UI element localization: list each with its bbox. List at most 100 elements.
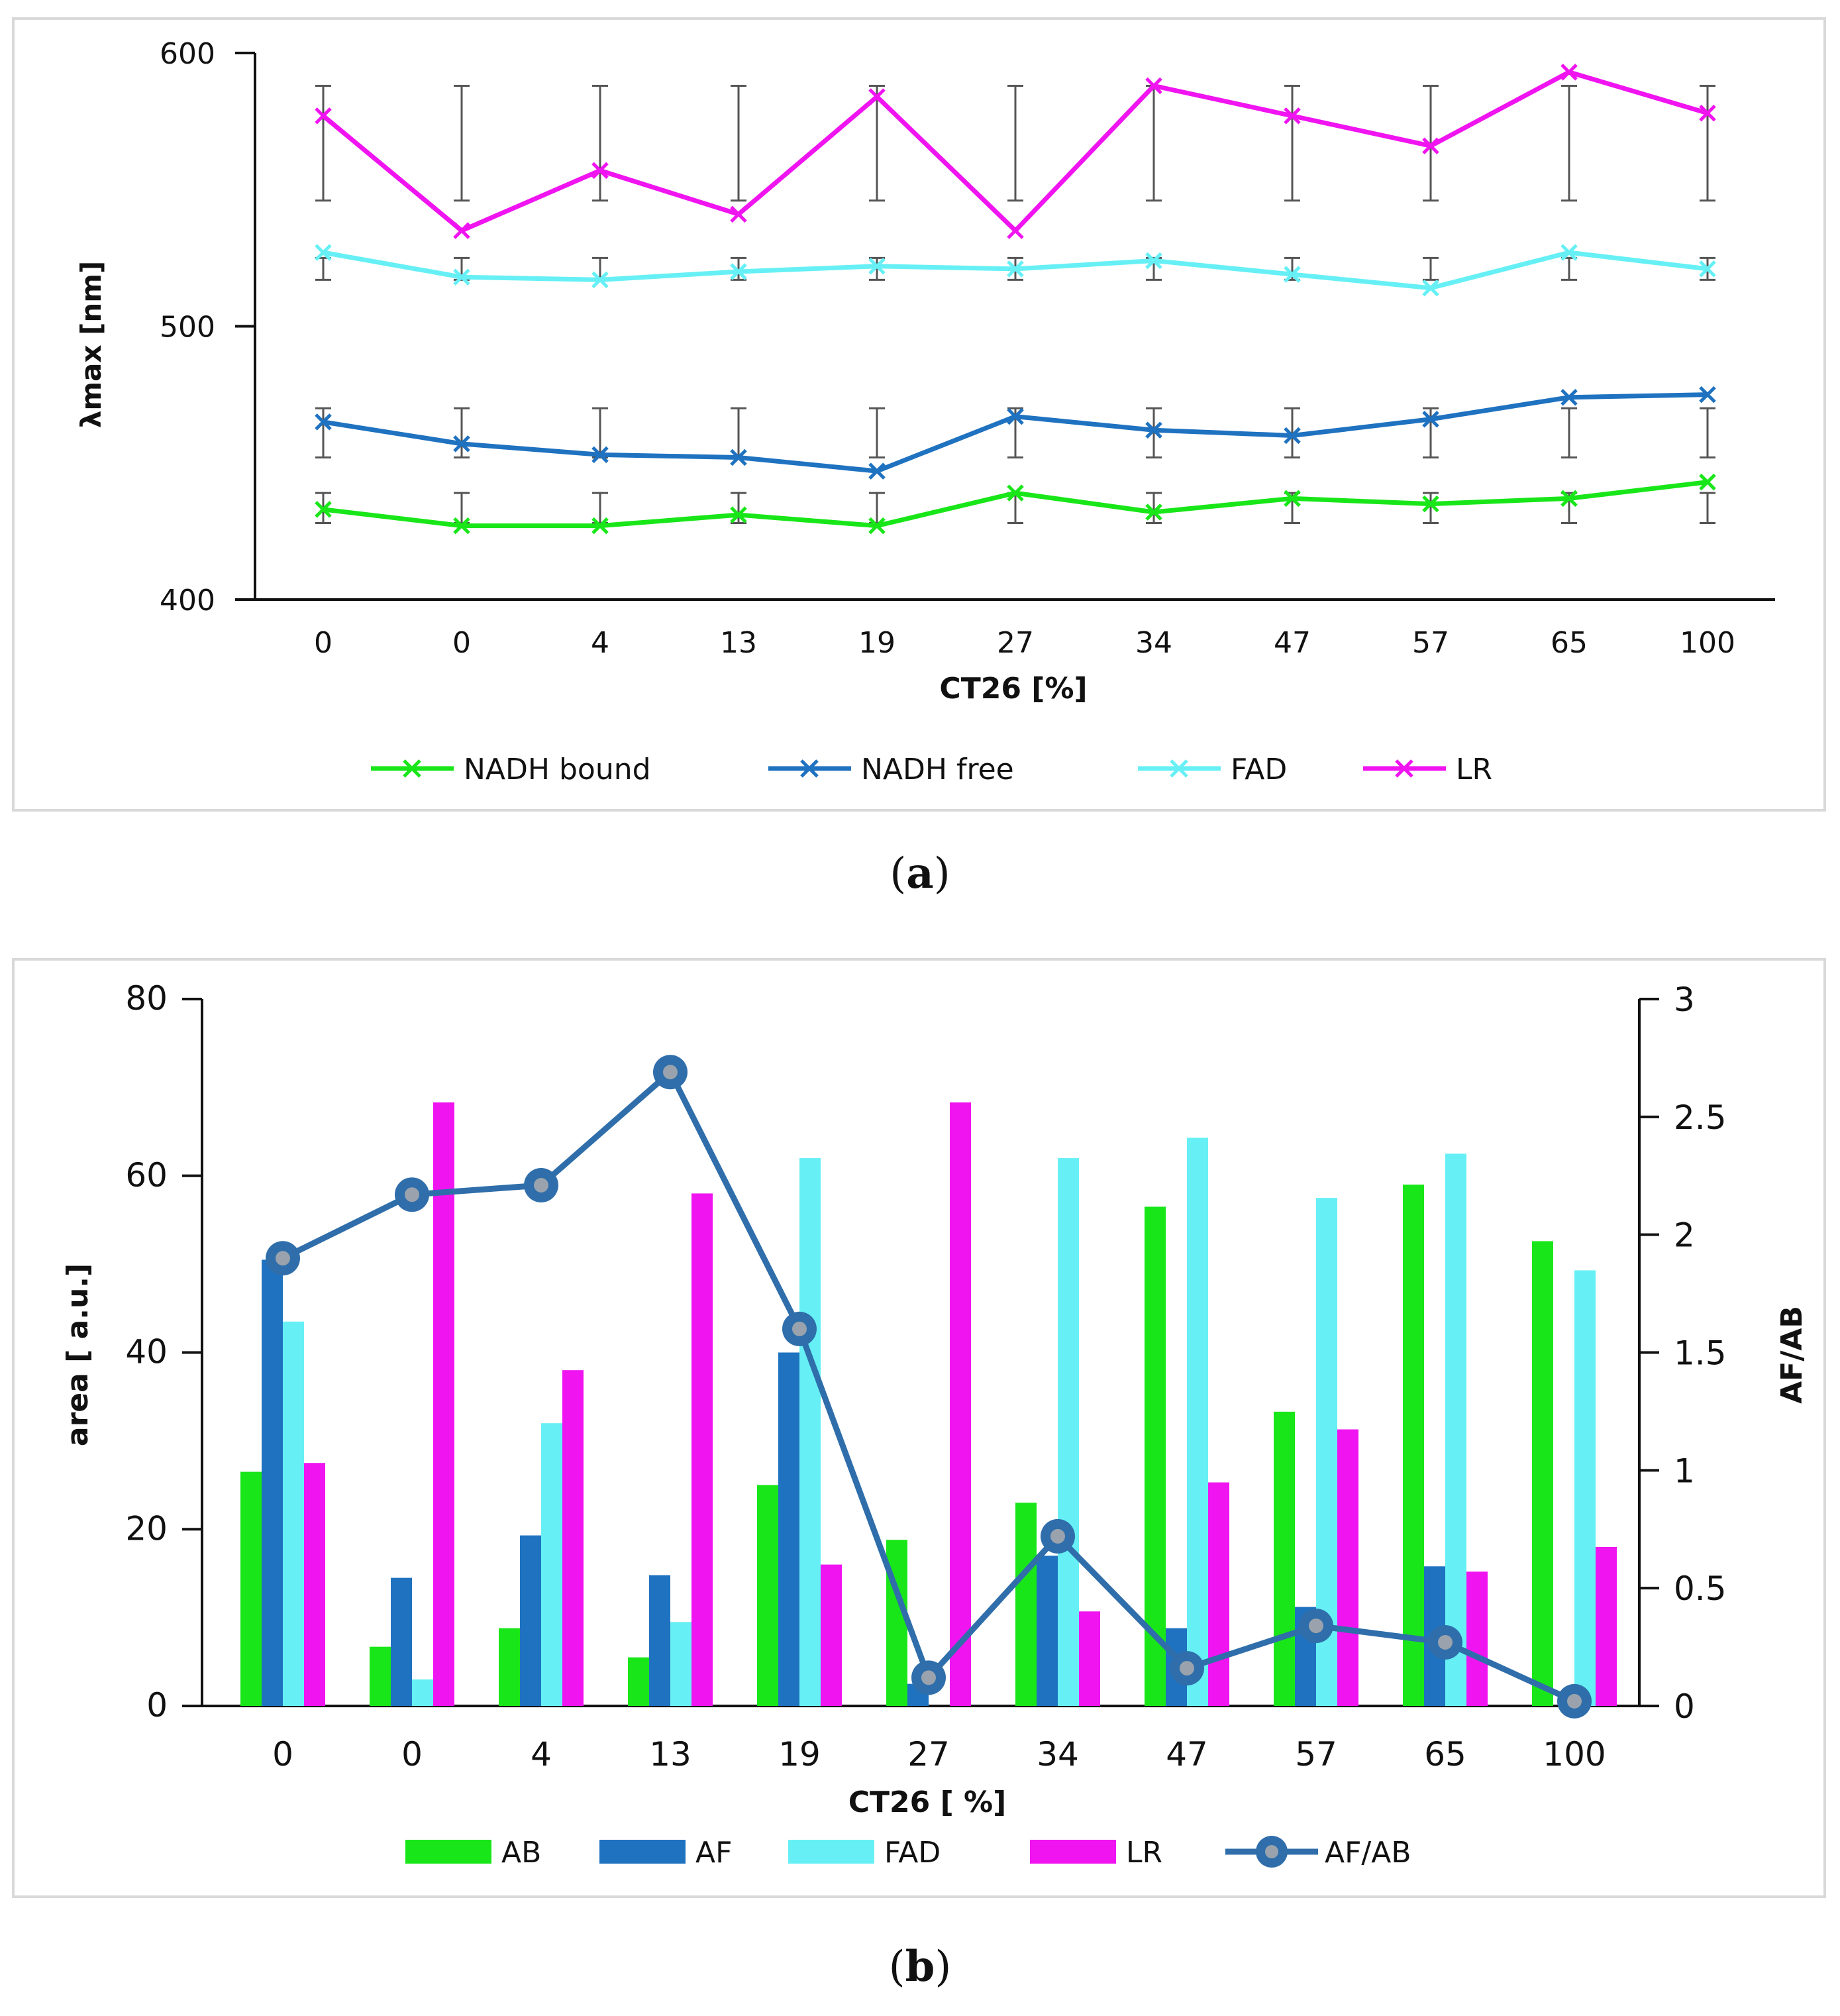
y2-tick-label: 3 bbox=[1674, 981, 1695, 1019]
y2-tick-label: 0 bbox=[1674, 1687, 1695, 1726]
bar bbox=[283, 1321, 304, 1706]
bar bbox=[628, 1657, 649, 1706]
error-bar bbox=[869, 85, 885, 202]
caption-a-label: a bbox=[906, 849, 933, 898]
data-point bbox=[591, 446, 609, 464]
data-point bbox=[591, 517, 609, 535]
legend-swatch bbox=[1030, 1840, 1116, 1864]
ratio-point bbox=[1428, 1624, 1462, 1660]
bar bbox=[1187, 1138, 1208, 1706]
data-point bbox=[315, 107, 332, 125]
data-point bbox=[730, 506, 747, 523]
bar bbox=[240, 1471, 262, 1706]
legend-entry: AB bbox=[405, 1836, 541, 1870]
data-point bbox=[591, 271, 609, 289]
x-tick-label: 57 bbox=[1295, 1735, 1337, 1774]
ratio-point bbox=[1041, 1518, 1075, 1554]
data-point bbox=[1699, 260, 1716, 278]
data-point bbox=[1284, 266, 1301, 283]
legend-entry: LR bbox=[1030, 1836, 1162, 1870]
y2-tick-label: 1 bbox=[1674, 1452, 1695, 1490]
legend-entry: AF bbox=[599, 1836, 732, 1870]
bar bbox=[499, 1628, 520, 1706]
ratio-point bbox=[911, 1660, 946, 1695]
bar bbox=[391, 1577, 412, 1706]
error-bar bbox=[1561, 85, 1577, 202]
bar bbox=[562, 1370, 584, 1706]
y-tick-label: 20 bbox=[125, 1509, 168, 1548]
error-bar bbox=[1423, 85, 1439, 202]
y-tick-label: 80 bbox=[125, 979, 168, 1018]
data-point bbox=[1422, 410, 1439, 428]
x-tick-label: 47 bbox=[1166, 1735, 1208, 1774]
data-point bbox=[730, 205, 747, 223]
x-tick-label: 19 bbox=[778, 1735, 821, 1774]
bar bbox=[520, 1535, 541, 1706]
data-point bbox=[1422, 137, 1439, 155]
error-bar bbox=[1284, 85, 1300, 202]
y-tick-label: 40 bbox=[125, 1333, 168, 1371]
data-point bbox=[1422, 495, 1439, 513]
bar bbox=[1574, 1270, 1596, 1706]
bar bbox=[1532, 1241, 1553, 1706]
legend-marker bbox=[1170, 759, 1188, 778]
legend-label: AF/AB bbox=[1325, 1836, 1411, 1870]
error-bar bbox=[869, 256, 885, 281]
ratio-point bbox=[1557, 1683, 1592, 1719]
legend-marker bbox=[800, 759, 819, 778]
chart-b-bars bbox=[240, 1102, 1617, 1706]
x-tick-label: 34 bbox=[1037, 1735, 1079, 1774]
ratio-point bbox=[266, 1241, 300, 1276]
x-tick-label: 0 bbox=[272, 1735, 293, 1774]
y-tick-label: 60 bbox=[125, 1156, 168, 1194]
ratio-point bbox=[524, 1167, 558, 1202]
legend-swatch bbox=[788, 1840, 874, 1864]
legend-entry: FAD bbox=[1138, 753, 1287, 786]
y2-tick-label: 0.5 bbox=[1674, 1569, 1727, 1608]
bar bbox=[1145, 1206, 1166, 1706]
data-point bbox=[1007, 260, 1024, 278]
error-bar bbox=[731, 256, 746, 281]
y-tick-label: 400 bbox=[160, 584, 215, 617]
x-tick-label: 19 bbox=[858, 626, 895, 660]
chart-b: 0 20 40 60 80 0 0.5 1 1.5 2 2.5 3 0 0 4 13 19 27 34 47 57 6… bbox=[12, 958, 1826, 1898]
data-point bbox=[1560, 490, 1578, 507]
bar bbox=[950, 1102, 971, 1706]
caption-b: (b) bbox=[889, 1942, 952, 1991]
legend-swatch bbox=[599, 1840, 686, 1864]
bar bbox=[1596, 1546, 1617, 1706]
x-tick-label: 13 bbox=[649, 1735, 691, 1774]
chart-a-x-label: CT26 [%] bbox=[939, 672, 1087, 706]
chart-b-y2-label: AF/AB bbox=[1775, 1306, 1809, 1404]
legend-label: LR bbox=[1126, 1836, 1162, 1870]
x-tick-label: 0 bbox=[401, 1735, 423, 1774]
data-point bbox=[315, 244, 332, 261]
x-tick-label: 65 bbox=[1424, 1735, 1466, 1774]
data-point bbox=[1284, 490, 1301, 507]
data-point bbox=[1145, 252, 1162, 270]
bar bbox=[304, 1463, 325, 1706]
legend-label: LR bbox=[1456, 753, 1492, 786]
chart-b-legend: AB AF FAD LR AF/AB bbox=[405, 1836, 1411, 1870]
legend-label: FAD bbox=[1231, 753, 1287, 786]
data-point bbox=[1007, 407, 1024, 425]
data-point bbox=[730, 263, 747, 280]
bar bbox=[541, 1423, 562, 1706]
error-bar bbox=[1700, 407, 1715, 458]
bar bbox=[262, 1259, 283, 1706]
legend-label: NADH free bbox=[861, 753, 1014, 786]
chart-b-y-ticks: 0 20 40 60 80 bbox=[125, 979, 202, 1724]
bar bbox=[370, 1646, 391, 1706]
error-bar bbox=[1007, 85, 1023, 202]
ratio-point bbox=[1299, 1609, 1333, 1644]
bar bbox=[757, 1485, 778, 1706]
data-point bbox=[868, 517, 886, 535]
y2-tick-label: 2 bbox=[1674, 1216, 1695, 1255]
x-tick-label: 27 bbox=[907, 1735, 950, 1774]
y-tick-label: 0 bbox=[146, 1686, 168, 1724]
error-bar bbox=[315, 407, 331, 458]
x-tick-label: 4 bbox=[591, 626, 609, 660]
legend-label: AF bbox=[695, 1836, 732, 1870]
chart-b-ratio-line bbox=[266, 1055, 1592, 1719]
